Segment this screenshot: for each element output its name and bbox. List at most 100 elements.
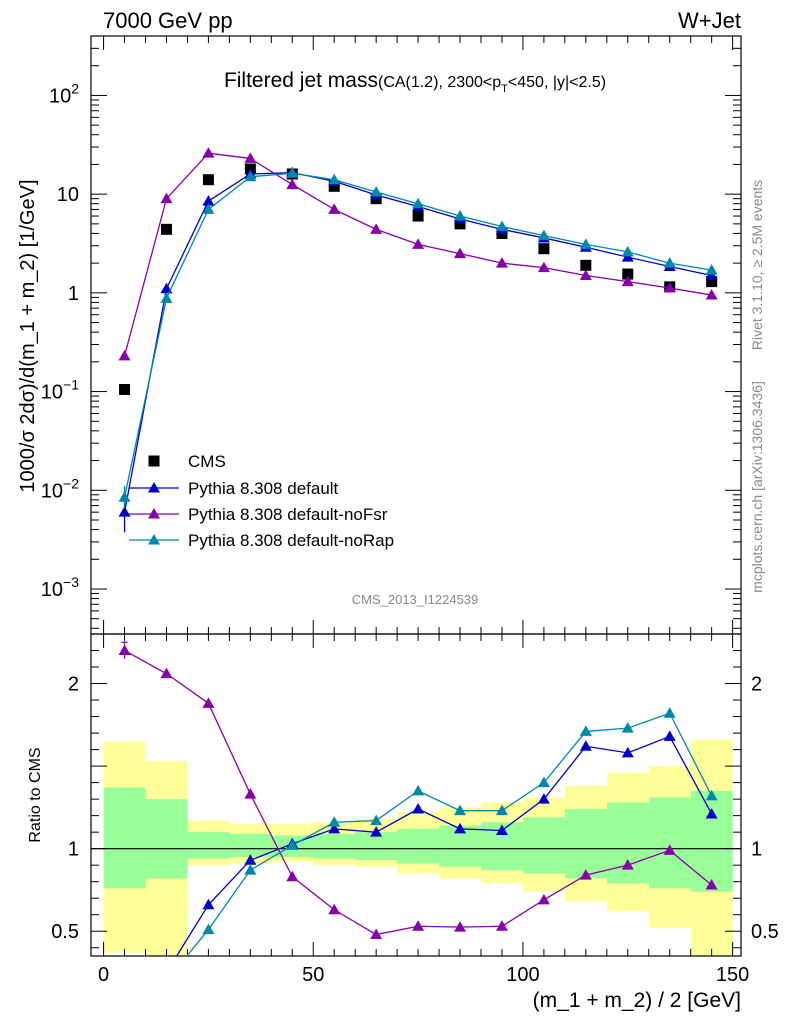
data-point: [706, 276, 718, 288]
series-point: [495, 220, 508, 232]
series-point: [412, 197, 425, 209]
ratio-point: [412, 803, 425, 814]
ratio-point: [579, 740, 592, 751]
plot-title-sub-index: T: [501, 83, 508, 95]
series-point: [118, 349, 131, 361]
ratio-point: [328, 903, 341, 915]
ratio-series-1: [118, 644, 718, 940]
series-point: [286, 167, 299, 178]
series-point: [454, 210, 467, 221]
ratio-point: [705, 807, 718, 819]
series-point: [663, 257, 676, 268]
series-point: [537, 261, 550, 273]
ratio-point: [412, 920, 425, 931]
ratio-point: [370, 928, 383, 940]
energy-label: 7000 GeV pp: [103, 8, 233, 33]
series-point: [663, 281, 676, 293]
series-point: [370, 223, 383, 234]
ratio-point: [621, 859, 634, 870]
data-point: [454, 218, 466, 230]
ratio-point: [160, 667, 173, 679]
legend-marker: [148, 455, 160, 467]
series-point: [621, 245, 634, 257]
x-tick-label: 50: [302, 964, 324, 986]
series-point: [579, 269, 592, 280]
ratio-point: [370, 814, 383, 826]
data-point: [119, 383, 131, 395]
ratio-point: [244, 854, 257, 865]
series-point: [160, 292, 173, 303]
ratio-band-inner: [397, 828, 440, 864]
y-tick-label: 1: [68, 283, 79, 305]
process-label: W+Jet: [678, 8, 741, 33]
ratio-point: [286, 870, 299, 882]
ratio-band-inner: [522, 817, 565, 874]
ratio-point: [454, 921, 467, 932]
series-point: [621, 251, 634, 262]
main-axis-ticks: 10−3 10−2 10−1 1 10 102: [41, 35, 741, 634]
series-point: [328, 203, 341, 214]
legend-label: Pythia 8.308 default: [188, 479, 339, 498]
y-tick-label: 102: [49, 80, 79, 107]
series-2: [118, 147, 718, 361]
ratio-band-inner: [606, 802, 649, 884]
ratio-point: [705, 878, 718, 890]
legend-label: CMS: [188, 452, 226, 471]
x-tick-label: 0: [98, 964, 109, 986]
ratio-point: [537, 893, 550, 905]
series-point: [537, 229, 550, 241]
series-point: [412, 238, 425, 249]
series-point: [621, 275, 634, 287]
ratio-y-tick-label-right: 2: [751, 674, 762, 696]
plot-title-sub: (CA(1.2), 2300<p: [378, 74, 501, 91]
ratio-point: [454, 822, 467, 834]
ratio-point: [244, 864, 257, 875]
ratio-point: [495, 804, 508, 816]
ratio-band-inner: [145, 799, 188, 879]
ratio-y-tick-label-right: 0.5: [751, 921, 779, 943]
ratio-point: [621, 722, 634, 733]
ratio-point: [328, 816, 341, 827]
x-tick-label: 100: [506, 964, 539, 986]
ratio-band-inner: [648, 797, 691, 889]
ratio-point: [412, 784, 425, 796]
ratio-point: [621, 746, 634, 758]
series-point: [579, 238, 592, 249]
ratio-point: [537, 776, 550, 788]
plot-title-sub-tail: <450, |y|<2.5): [508, 74, 606, 91]
series-point: [244, 170, 257, 182]
ratio-band-inner: [187, 832, 230, 859]
main-frame: [90, 35, 742, 635]
ratio-point: [454, 804, 467, 816]
main-series-layer: [118, 147, 718, 533]
data-point: [160, 223, 172, 235]
series-point: [454, 247, 467, 259]
y-tick-label: 10−2: [41, 475, 79, 502]
series-point: [370, 186, 383, 197]
ratio-point: [705, 789, 718, 801]
series-point: [705, 264, 718, 275]
ratio-y-tick-label: 1: [68, 839, 79, 861]
ratio-series-2: [185, 707, 718, 956]
y-tick-label: 10−3: [41, 574, 79, 601]
ratio-point: [663, 844, 676, 855]
series-point: [286, 178, 299, 190]
series-point: [705, 289, 718, 300]
y-tick-label: 10−1: [41, 377, 79, 404]
ratio-point: [495, 920, 508, 931]
ratio-band-inner: [564, 809, 607, 879]
ratio-point: [244, 788, 257, 799]
x-axis-label: (m_1 + m_2) / 2 [GeV]: [533, 989, 741, 1012]
ratio-point: [663, 707, 676, 718]
ratio-point: [202, 923, 215, 935]
series-point: [244, 152, 257, 163]
ratio-series-layer: [91, 641, 741, 956]
ratio-y-tick-label-right: 1: [751, 839, 762, 861]
data-point: [538, 243, 550, 255]
legend-label: Pythia 8.308 default-noFsr: [188, 505, 388, 524]
series-point: [328, 173, 341, 185]
main-y-axis-label: 1000/σ 2dσ)/d(m_1 + m_2) [1/GeV]: [17, 179, 39, 492]
analysis-id: CMS_2013_I1224539: [352, 592, 479, 607]
ratio-band-inner: [355, 832, 398, 861]
